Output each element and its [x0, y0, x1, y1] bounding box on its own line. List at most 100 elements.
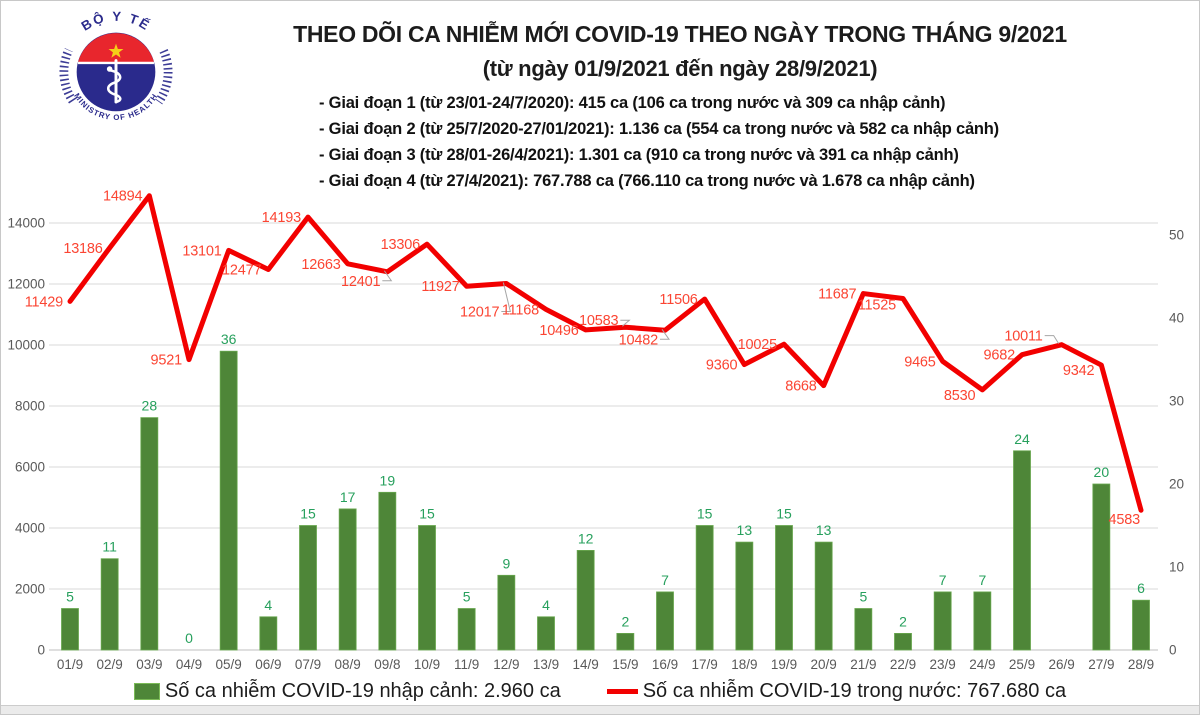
phase-line-3: - Giai đoạn 3 (từ 28/01-26/4/2021): 1.30… [319, 146, 959, 164]
x-axis-tick: 19/9 [771, 657, 797, 672]
bar-value-label: 36 [221, 331, 237, 347]
bar-value-label: 7 [661, 572, 669, 588]
bar [418, 525, 436, 651]
x-axis-tick: 16/9 [652, 657, 678, 672]
left-axis-tick: 4000 [15, 521, 45, 536]
page-title: THEO DÕI CA NHIỄM MỚI COVID-19 THEO NGÀY… [293, 21, 1067, 47]
bar [576, 550, 595, 651]
bar-value-label: 17 [340, 489, 356, 505]
left-axis-tick: 2000 [15, 582, 45, 597]
right-axis-tick: 10 [1169, 560, 1184, 575]
x-axis-tick: 23/9 [930, 657, 956, 672]
line-value-label: 11168 [502, 302, 539, 318]
line-value-label: 13186 [63, 241, 102, 257]
x-axis-tick: 09/8 [374, 657, 400, 672]
right-axis-tick: 0 [1169, 643, 1177, 658]
x-axis-tick: 21/9 [850, 657, 876, 672]
bar [1013, 450, 1031, 651]
x-axis-tick: 28/9 [1128, 657, 1154, 672]
bar-value-label: 20 [1094, 464, 1110, 480]
x-axis-tick: 14/9 [573, 657, 599, 672]
bar [299, 525, 317, 651]
right-axis-tick: 20 [1169, 477, 1184, 492]
line-value-label: 12401 [341, 274, 380, 290]
x-axis-tick: 01/9 [57, 657, 83, 672]
legend-bar-swatch-icon [133, 682, 160, 700]
bar-value-label: 4 [542, 597, 550, 613]
left-axis-tick: 10000 [7, 338, 45, 353]
line-value-label: 13101 [182, 243, 221, 259]
bar [973, 591, 992, 651]
phase-line-4: - Giai đoạn 4 (từ 27/4/2021): 767.788 ca… [319, 172, 975, 190]
bar-value-label: 7 [978, 572, 986, 588]
x-axis-tick: 12/9 [493, 657, 519, 672]
bar [219, 350, 238, 651]
left-axis-tick: 6000 [15, 460, 45, 475]
bar [894, 633, 912, 651]
x-axis-tick: 24/9 [969, 657, 995, 672]
x-axis-tick: 15/9 [612, 657, 638, 672]
line-value-label: 9465 [904, 354, 936, 370]
bar-value-label: 2 [899, 613, 907, 629]
x-axis-tick: 26/9 [1049, 657, 1075, 672]
x-axis-tick: 02/9 [97, 657, 123, 672]
bar [378, 491, 397, 651]
bar-series-imported: 5 11 28 0 36 4 15 17 19 15 5 9 4 12 2 7 15 13 15 13 5 2 7 7 24 20… [61, 331, 1150, 651]
label-leader-line [620, 319, 631, 327]
bar [497, 574, 516, 651]
line-value-label: 10583 [579, 313, 618, 329]
x-axis-tick: 22/9 [890, 657, 916, 672]
chart-legend: Số ca nhiễm COVID-19 nhập cảnh: 2.960 ca… [1, 677, 1199, 705]
bar [616, 633, 635, 651]
phase-line-2: - Giai đoạn 2 (từ 25/7/2020-27/01/2021):… [319, 120, 999, 138]
line-value-label: 12017 [460, 304, 499, 320]
bar [695, 525, 714, 651]
bar [1132, 599, 1150, 651]
bar [854, 608, 873, 651]
phase-summary: - Giai đoạn 1 (từ 23/01-24/7/2020): 415 … [319, 90, 999, 194]
bar-value-label: 24 [1014, 431, 1030, 447]
bar [537, 616, 555, 651]
bar-value-label: 13 [816, 522, 832, 538]
legend-item-imported: Số ca nhiễm COVID-19 nhập cảnh: 2.960 ca [133, 680, 561, 703]
bar [814, 541, 833, 651]
bar-value-label: 11 [102, 539, 117, 555]
bar [735, 541, 754, 651]
line-value-label: 10011 [1004, 329, 1042, 345]
legend-line-swatch-icon [606, 688, 638, 694]
x-axis-tick: 11/9 [454, 657, 479, 672]
legend-item-domestic: Số ca nhiễm COVID-19 trong nước: 767.680… [606, 680, 1066, 703]
moh-logo-icon: BỘ Y TẾ MINISTRY OF HEALTH [59, 9, 173, 131]
bar-value-label: 5 [463, 589, 471, 605]
x-axis-tick: 08/9 [335, 657, 361, 672]
bar [1092, 483, 1111, 651]
x-axis-tick: 10/9 [414, 657, 440, 672]
x-axis-tick: 27/9 [1088, 657, 1114, 672]
star-icon [108, 43, 124, 58]
x-axis-tick: 17/9 [692, 657, 718, 672]
line-value-label: 13306 [381, 237, 420, 253]
bar-value-label: 15 [776, 506, 792, 522]
x-axis-tick: 13/9 [533, 657, 559, 672]
line-value-label: 4583 [1109, 512, 1141, 528]
line-value-label: 9342 [1063, 363, 1095, 379]
line-value-label: 11429 [25, 294, 63, 310]
bar-value-label: 19 [380, 472, 396, 488]
bar-value-label: 5 [859, 589, 867, 605]
x-axis-labels: 01/9 02/9 03/9 04/9 05/9 06/9 07/9 08/9 09/8 10/9… [57, 657, 1154, 672]
label-leader-line [1044, 335, 1060, 344]
right-axis-tick: 30 [1169, 394, 1184, 409]
line-value-label: 11525 [858, 297, 896, 313]
right-axis-labels: 0 10 20 30 40 50 [1169, 228, 1184, 658]
bar [457, 608, 476, 651]
bar-value-label: 13 [737, 522, 753, 538]
x-axis-tick: 25/9 [1009, 657, 1035, 672]
line-value-label: 11687 [818, 287, 856, 303]
line-value-label: 8530 [944, 388, 976, 404]
line-value-label: 14193 [262, 210, 301, 226]
line-value-label: 9360 [706, 358, 738, 374]
right-axis-tick: 50 [1169, 228, 1184, 243]
bar [338, 508, 357, 651]
line-series-domestic [67, 193, 1144, 513]
